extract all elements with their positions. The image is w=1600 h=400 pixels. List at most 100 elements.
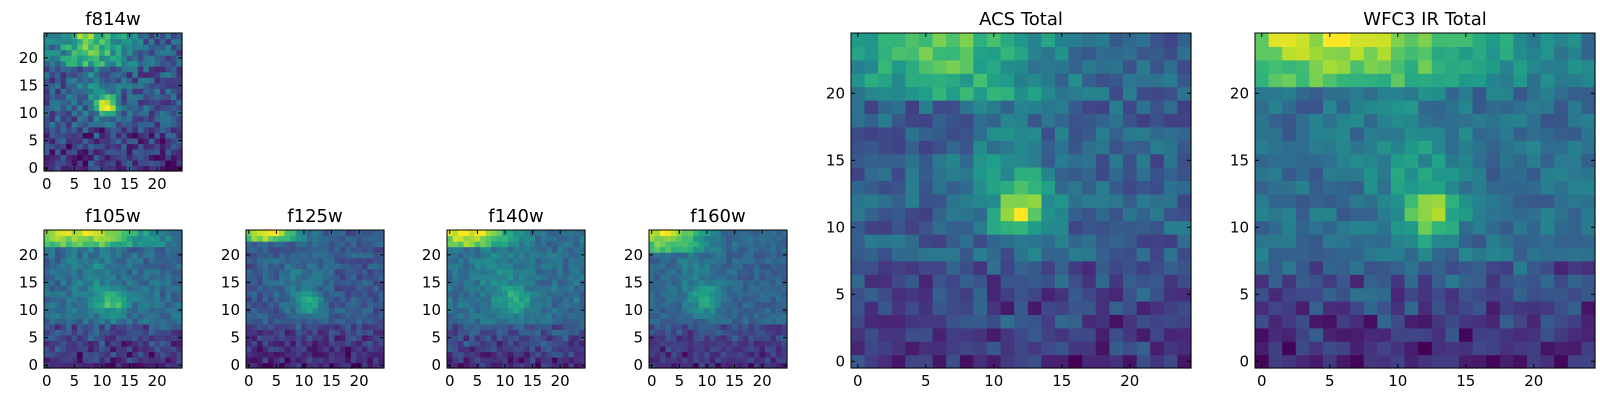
heatmap-cell xyxy=(573,318,581,325)
heatmap-cell xyxy=(1581,314,1596,329)
heatmap-cell xyxy=(279,312,286,319)
heatmap-cell xyxy=(447,285,454,292)
heatmap-cell xyxy=(110,71,117,78)
heatmap-cell xyxy=(1309,167,1324,181)
heatmap-cell xyxy=(660,290,667,297)
heatmap-cell xyxy=(546,268,553,275)
heatmap-cell xyxy=(49,263,56,270)
heatmap-cell xyxy=(1404,341,1419,356)
heatmap-cell xyxy=(1377,314,1392,329)
heatmap-cell xyxy=(60,334,67,341)
heatmap-cell xyxy=(1459,220,1474,235)
heatmap-cell xyxy=(568,285,575,292)
heatmap-cell xyxy=(781,274,788,281)
heatmap-cell xyxy=(731,318,738,325)
heatmap-cell xyxy=(99,44,106,51)
heatmap-cell xyxy=(753,279,760,286)
heatmap-cell xyxy=(1336,314,1351,329)
heatmap-cell xyxy=(1540,113,1555,128)
heatmap-cell xyxy=(485,246,492,253)
heatmap-cell xyxy=(165,290,172,297)
heatmap-cell xyxy=(55,356,62,364)
heatmap-cell xyxy=(946,86,961,101)
heatmap-cell xyxy=(671,301,678,308)
heatmap-cell xyxy=(350,312,357,319)
heatmap-cell xyxy=(1363,301,1378,315)
heatmap-cell xyxy=(361,318,369,325)
heatmap-cell xyxy=(295,334,302,341)
heatmap-cell xyxy=(77,99,84,106)
heatmap-cell xyxy=(720,345,727,353)
heatmap-cell xyxy=(753,362,760,369)
heatmap-cell xyxy=(573,323,581,330)
heatmap-cell xyxy=(1445,287,1460,302)
heatmap-cell xyxy=(66,159,73,167)
heatmap-cell xyxy=(671,290,678,297)
heatmap-cell xyxy=(737,285,744,292)
heatmap-cell xyxy=(932,234,947,248)
heatmap-cell xyxy=(176,148,183,156)
heatmap-cell xyxy=(1336,86,1351,101)
heatmap-cell xyxy=(1309,341,1324,356)
heatmap-cell xyxy=(1581,113,1596,128)
heatmap-cell xyxy=(148,38,155,45)
heatmap-cell xyxy=(932,260,947,275)
heatmap-cell xyxy=(1404,153,1419,168)
heatmap-cell xyxy=(1268,220,1283,235)
heatmap-cell xyxy=(165,143,172,150)
heatmap-cell xyxy=(693,356,700,364)
heatmap-cell xyxy=(159,257,167,264)
heatmap-cell xyxy=(1418,274,1433,289)
heatmap-cell xyxy=(121,263,128,270)
heatmap-cell xyxy=(1150,354,1165,369)
heatmap-cell xyxy=(66,88,73,95)
heatmap-cell xyxy=(524,312,531,319)
heatmap-cell xyxy=(328,257,335,264)
heatmap-cell xyxy=(159,33,167,40)
heatmap-cell xyxy=(82,257,89,264)
heatmap-cell xyxy=(88,148,95,156)
heatmap-cell xyxy=(356,285,363,292)
heatmap-cell xyxy=(104,104,111,111)
heatmap-cell xyxy=(126,252,133,259)
heatmap-cell xyxy=(251,340,258,347)
heatmap-cell xyxy=(268,279,275,286)
heatmap-cell xyxy=(126,60,133,67)
heatmap-cell xyxy=(496,252,503,259)
heatmap-cell xyxy=(290,274,297,281)
heatmap-cell xyxy=(372,323,380,330)
heatmap-cell xyxy=(987,86,1002,101)
heatmap-cell xyxy=(165,121,172,128)
heatmap-cell xyxy=(148,323,155,330)
heatmap-cell xyxy=(268,246,275,253)
heatmap-cell xyxy=(301,334,308,341)
heatmap-cell xyxy=(143,285,150,292)
heatmap-cell xyxy=(44,154,51,161)
heatmap-cell xyxy=(88,230,95,237)
heatmap-cell xyxy=(339,340,346,347)
heatmap-cell xyxy=(1282,341,1297,356)
heatmap-cell xyxy=(246,301,253,308)
heatmap-cell xyxy=(770,290,777,297)
heatmap-cell xyxy=(121,159,128,167)
heatmap-cell xyxy=(878,59,893,74)
heatmap-cell xyxy=(115,104,122,111)
heatmap-cell xyxy=(110,235,117,242)
heatmap-cell xyxy=(126,126,133,133)
heatmap-cell xyxy=(742,230,749,237)
heatmap-cell xyxy=(535,356,542,364)
heatmap-cell xyxy=(104,44,111,51)
heatmap-cell xyxy=(1472,234,1487,248)
heatmap-cell xyxy=(328,263,335,270)
heatmap-cell xyxy=(905,327,920,342)
heatmap-cell xyxy=(71,93,78,100)
heatmap-cell xyxy=(268,329,275,336)
y-tick-label: 0 xyxy=(28,356,38,374)
heatmap-cell xyxy=(491,323,498,330)
heatmap-cell xyxy=(137,323,144,330)
heatmap-cell xyxy=(698,285,705,292)
heatmap-cell xyxy=(1000,234,1015,248)
heatmap-cell xyxy=(568,263,575,270)
heatmap-cell xyxy=(154,104,161,111)
heatmap-cell xyxy=(546,323,553,330)
